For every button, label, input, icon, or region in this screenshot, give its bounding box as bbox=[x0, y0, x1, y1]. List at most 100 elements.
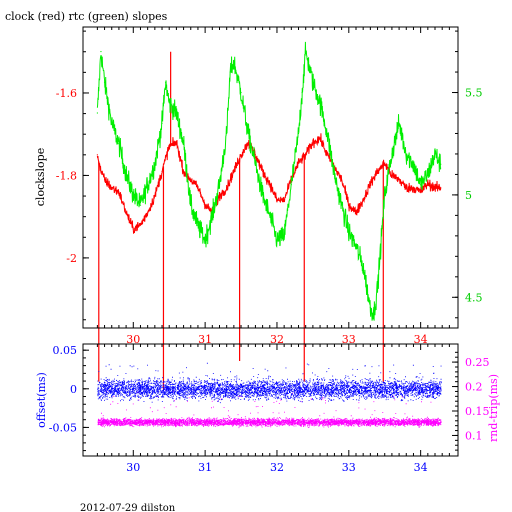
y-tick-label: -1.8 bbox=[56, 169, 77, 182]
rtc-point bbox=[333, 173, 336, 176]
x-tick-label: 30 bbox=[126, 461, 140, 474]
rtc-point bbox=[96, 112, 98, 114]
x-tick-label: 32 bbox=[270, 461, 284, 474]
rtc-point bbox=[376, 286, 379, 288]
rtc-point bbox=[412, 163, 415, 165]
y2-tick-label: 0.15 bbox=[465, 405, 490, 418]
bottom-y-ticks: -0.05 0 0.05 bbox=[49, 344, 89, 452]
clock-point bbox=[348, 203, 350, 205]
x-tick-label: 32 bbox=[270, 333, 284, 346]
y-tick-label: -1.6 bbox=[56, 87, 77, 100]
rtc-point bbox=[154, 163, 156, 165]
clock-point bbox=[125, 211, 127, 214]
rtc-point bbox=[373, 313, 375, 315]
rtc-point bbox=[420, 184, 422, 186]
bottom-y2-axis-label: rnd-trip(ms) bbox=[487, 374, 500, 442]
rtc-point bbox=[384, 194, 386, 196]
rtc-point bbox=[107, 102, 109, 104]
y-tick-label: -2 bbox=[66, 252, 77, 265]
clock-point bbox=[434, 187, 436, 189]
offset-points bbox=[97, 362, 442, 404]
x-tick-label: 30 bbox=[126, 333, 140, 346]
rtc-point bbox=[168, 102, 170, 104]
rtc-point bbox=[118, 143, 120, 145]
rtc-point bbox=[290, 184, 292, 186]
rtc-point bbox=[218, 184, 221, 186]
roundtrip-scatter bbox=[97, 386, 442, 429]
top-clock-line bbox=[96, 51, 442, 390]
clock-point bbox=[312, 141, 314, 144]
clock-point bbox=[297, 162, 300, 164]
clock-point bbox=[269, 183, 271, 185]
top-plot-frame bbox=[82, 26, 459, 329]
rtc-point bbox=[247, 132, 249, 135]
rtc-point bbox=[362, 265, 364, 268]
clock-point bbox=[132, 228, 134, 230]
rtc-point bbox=[391, 153, 393, 155]
clock-point bbox=[218, 195, 221, 197]
rtc-point bbox=[229, 71, 231, 73]
rtc-point bbox=[434, 153, 436, 155]
clock-point bbox=[276, 199, 278, 201]
rtc-point bbox=[305, 50, 307, 53]
y2-tick-label: 0.1 bbox=[465, 429, 483, 442]
x-tick-label: 34 bbox=[414, 461, 428, 474]
rtc-point bbox=[398, 122, 400, 124]
rtc-point bbox=[254, 163, 257, 165]
clock-point bbox=[427, 183, 429, 185]
x-tick-label: 31 bbox=[198, 333, 212, 346]
rtc-point bbox=[139, 204, 142, 206]
rtc-point bbox=[211, 214, 213, 216]
clock-point bbox=[440, 187, 442, 189]
roundtrip-points bbox=[97, 386, 442, 429]
top-y-ticks: -2 -1.8 -1.6 bbox=[56, 30, 89, 321]
rtc-point bbox=[182, 143, 185, 145]
clock-point bbox=[412, 187, 415, 189]
clock-point bbox=[369, 183, 371, 185]
clock-point bbox=[204, 203, 206, 205]
offset-scatter bbox=[97, 362, 442, 404]
rtc-point bbox=[147, 184, 149, 186]
rtc-point bbox=[312, 81, 314, 83]
y-tick-label: 0 bbox=[70, 383, 77, 396]
rtc-point bbox=[269, 214, 271, 216]
clock-point bbox=[154, 195, 156, 197]
rtc-point bbox=[175, 112, 177, 114]
rtc-point bbox=[111, 122, 113, 124]
clock-point bbox=[139, 224, 142, 226]
top-x-ticks: 30 31 32 33 34 bbox=[96, 27, 450, 346]
rtc-point bbox=[369, 306, 371, 309]
y2-tick-label: 5.5 bbox=[465, 87, 483, 100]
rtc-point bbox=[348, 231, 350, 233]
rtc-point bbox=[240, 91, 242, 94]
clock-point bbox=[376, 170, 379, 172]
top-rtc-line bbox=[96, 41, 442, 321]
rtc-point bbox=[132, 194, 134, 196]
rtc-point bbox=[103, 81, 106, 83]
x-tick-label: 34 bbox=[414, 333, 428, 346]
x-tick-label: 33 bbox=[342, 333, 356, 346]
y-tick-label: 0.05 bbox=[53, 344, 78, 357]
clock-point bbox=[182, 170, 185, 172]
clock-point bbox=[226, 187, 228, 189]
clock-point bbox=[168, 145, 170, 148]
rtc-point bbox=[301, 91, 303, 94]
rtc-point bbox=[355, 245, 357, 247]
rtc-point bbox=[233, 61, 235, 63]
bottom-y2-ticks: 0.1 0.15 0.2 0.25 bbox=[452, 351, 490, 451]
x-tick-label: 31 bbox=[198, 461, 212, 474]
clock-point bbox=[100, 170, 102, 172]
y2-tick-label: 0.25 bbox=[465, 356, 490, 369]
rtc-point bbox=[165, 81, 167, 83]
clock-point bbox=[161, 170, 163, 172]
rtc-point bbox=[197, 225, 199, 227]
clock-point bbox=[319, 137, 321, 139]
rtc-point bbox=[262, 194, 264, 196]
rtc-point bbox=[427, 173, 429, 176]
clock-point bbox=[391, 174, 393, 177]
bottom-x-ticks: 30 31 32 33 34 bbox=[96, 344, 450, 474]
clock-point bbox=[341, 178, 343, 181]
clock-point bbox=[398, 178, 400, 181]
clock-point bbox=[305, 154, 307, 156]
